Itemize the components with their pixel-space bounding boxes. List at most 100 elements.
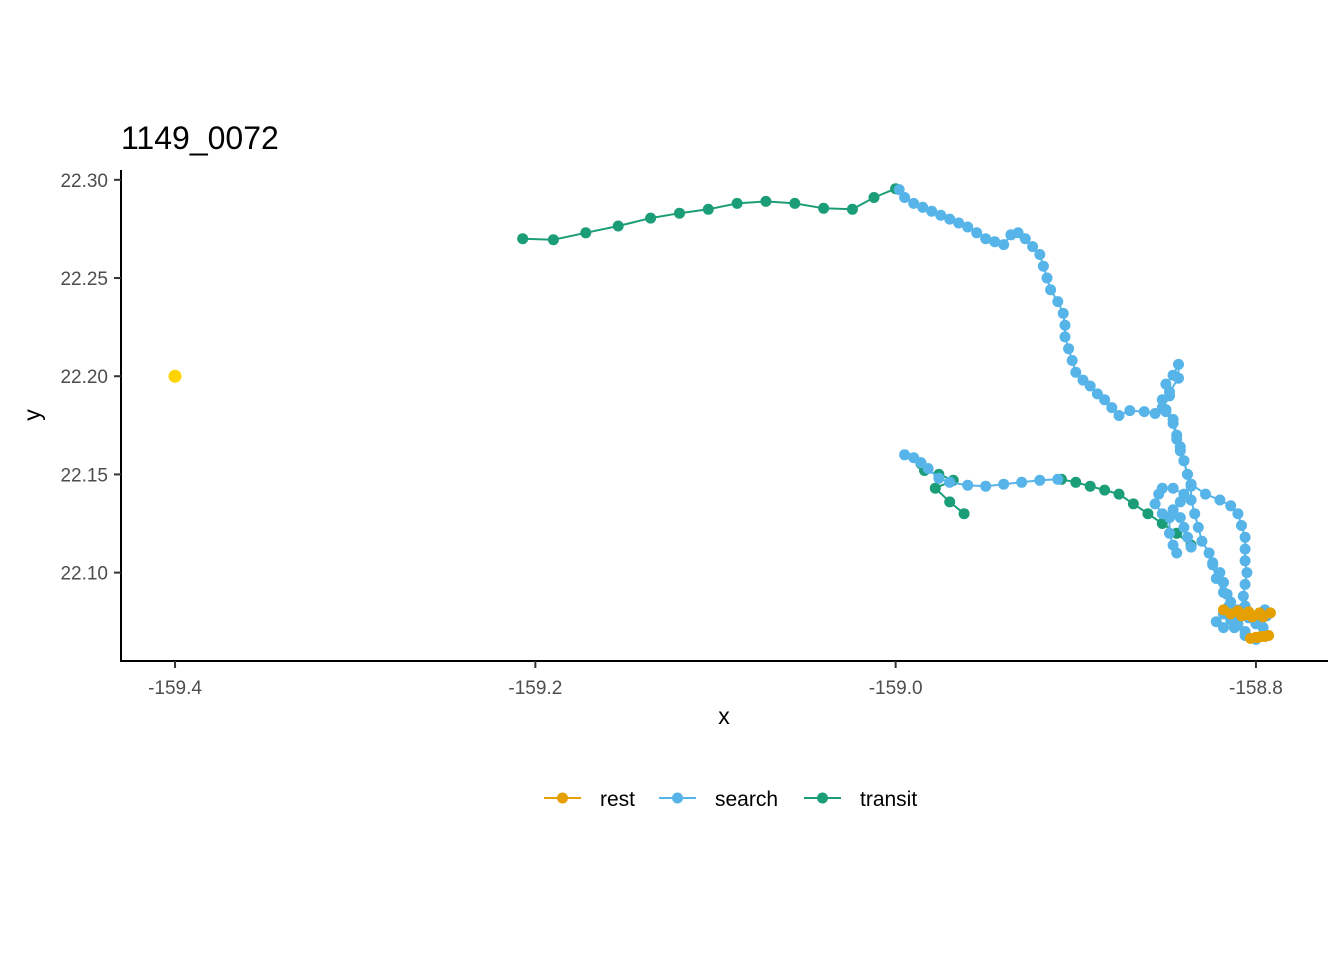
series-search-point (1149, 498, 1161, 510)
series-search-point (1045, 284, 1057, 296)
series-search-point (998, 239, 1010, 251)
series-search-point (1192, 521, 1204, 533)
series-search-point (1037, 260, 1049, 272)
series-search-point (1059, 331, 1071, 343)
y-tick-label: 22.15 (60, 465, 108, 486)
series-search-point (1084, 380, 1096, 392)
series-transit-point (580, 227, 592, 239)
series-search-point (1070, 366, 1082, 378)
series-transit-point (929, 482, 941, 494)
series-transit-point (1099, 484, 1111, 496)
series-search-point (1239, 531, 1251, 543)
series-transit-point (818, 202, 830, 214)
series-rest-point (1246, 611, 1258, 623)
series-transit-point (1142, 508, 1154, 520)
series-search-point (1113, 410, 1125, 421)
series-search-point (1182, 468, 1193, 480)
legend-key-point-search (672, 792, 683, 804)
series-search-point (1174, 445, 1186, 457)
series-search-point (1016, 476, 1028, 488)
series-search-point (1218, 576, 1229, 588)
series-search (893, 184, 1273, 645)
series-transit-point (674, 207, 685, 219)
series-search-point (1239, 543, 1251, 555)
series-search-point (1164, 386, 1175, 398)
series-transit-point (731, 197, 743, 209)
legend-label-rest: rest (600, 788, 635, 811)
series-search-point (935, 209, 947, 221)
series-search-point (980, 480, 992, 492)
series-search-point (1214, 494, 1226, 506)
x-axis-ticks: -159.4 -159.2 -159.0 -158.8 (148, 661, 1283, 699)
series-transit-point (958, 508, 970, 520)
series-search-point (1041, 272, 1053, 284)
series-search-point (1164, 527, 1175, 539)
series-search-point (933, 472, 945, 484)
series-search-point (1178, 521, 1190, 533)
series-search-point (1160, 406, 1172, 418)
series-rest-point (1225, 608, 1237, 620)
series-search-point (1164, 512, 1175, 524)
x-tick-label: -159.4 (148, 678, 202, 699)
series-search-point (1034, 474, 1046, 486)
series-search-point (1052, 296, 1064, 308)
x-tick-label: -159.0 (869, 678, 923, 699)
series-search-point (1167, 482, 1179, 494)
series-search-point (1185, 541, 1197, 553)
series-transit-point (547, 234, 559, 246)
series-search-point (1225, 500, 1237, 512)
series-rest-point (1236, 610, 1247, 622)
series-transit-point (944, 496, 956, 508)
series-search-point (1221, 588, 1233, 600)
series-transit-point (1084, 480, 1096, 492)
series-search-point (1156, 482, 1168, 494)
series-search-point (1173, 372, 1184, 384)
series-search-point (1034, 249, 1046, 260)
series-search-point (1171, 433, 1183, 445)
series-search-point (899, 192, 911, 203)
series-transit-point (846, 203, 858, 215)
series-search-point (1124, 405, 1136, 417)
x-tick-label: -158.8 (1229, 678, 1283, 699)
series-search-point (917, 201, 929, 213)
series-search-point (1171, 547, 1183, 559)
series-search-point (922, 463, 934, 474)
series-search-point (1232, 508, 1244, 520)
series-rest-point (1250, 631, 1262, 643)
y-axis-title: y (19, 409, 45, 421)
series-search-point (1203, 547, 1215, 559)
series-search-point (1027, 241, 1039, 253)
series-search-point (1239, 555, 1251, 567)
y-axis-ticks: 22.10 22.15 22.20 22.25 22.30 (60, 171, 121, 585)
series-search-point (1196, 535, 1208, 547)
series-search-point (899, 449, 911, 461)
series-search-point (1173, 358, 1184, 370)
series-search-point (1059, 319, 1071, 331)
legend-key-point-transit (817, 792, 828, 804)
series-transit-point (702, 203, 714, 215)
series-search-point (1257, 622, 1269, 634)
series-search-point (989, 236, 1001, 248)
series-search-point (1189, 508, 1201, 520)
series-search-point (998, 478, 1010, 490)
series-transit-point (868, 192, 880, 203)
series-transit-point (1070, 476, 1082, 488)
legend-label-transit: transit (860, 788, 917, 811)
x-tick-label: -159.2 (508, 678, 562, 699)
series-search-point (1063, 343, 1075, 355)
series-search-point (893, 184, 905, 196)
series-search-point (971, 227, 983, 239)
series-search-point (1052, 473, 1064, 485)
series-search-point (1178, 455, 1190, 467)
series-search-point (1236, 520, 1247, 531)
series-search-point (1218, 622, 1229, 634)
series-search-point (1207, 557, 1219, 569)
series-search-point (1138, 406, 1150, 418)
series-search-point (1099, 394, 1111, 406)
series-transit-point (760, 195, 772, 207)
legend-key-point-rest (557, 792, 568, 804)
series-highlight (168, 369, 182, 383)
series-search-point (1214, 567, 1226, 579)
series-search-point (908, 197, 920, 209)
series-search-point (1228, 622, 1240, 634)
